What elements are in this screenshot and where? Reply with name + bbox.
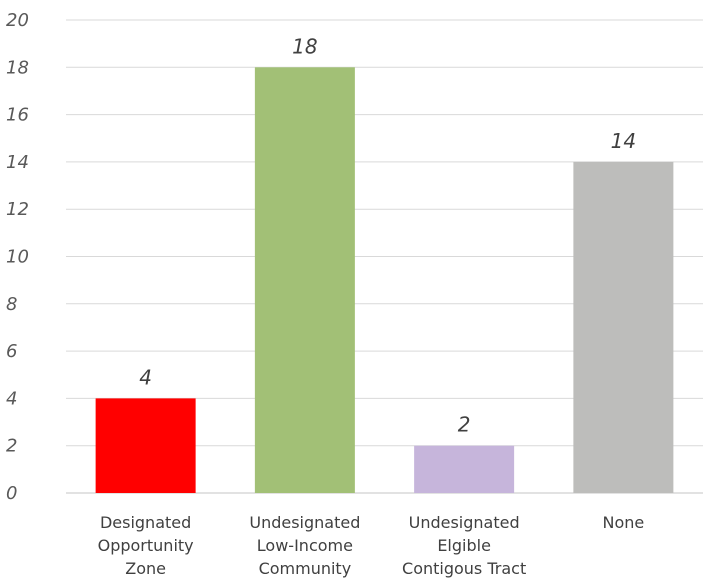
y-tick-label: 14 xyxy=(6,152,29,173)
x-tick-label: Low-Income xyxy=(257,536,353,555)
bars xyxy=(95,67,674,494)
y-tick-label: 0 xyxy=(6,483,17,504)
bar xyxy=(95,398,196,493)
bar xyxy=(414,445,515,493)
data-label: 14 xyxy=(611,129,636,153)
y-tick-label: 16 xyxy=(6,105,29,126)
y-tick-label: 2 xyxy=(6,436,17,457)
x-tick-label: Designated xyxy=(100,513,191,532)
data-label: 4 xyxy=(139,365,152,389)
y-tick-label: 18 xyxy=(6,57,29,78)
y-tick-label: 8 xyxy=(6,294,17,315)
y-tick-label: 12 xyxy=(6,199,29,220)
bar xyxy=(254,67,355,494)
x-tick-label: Zone xyxy=(125,559,166,578)
x-tick-label: Undesignated xyxy=(249,513,360,532)
y-tick-label: 6 xyxy=(6,341,17,362)
data-label: 18 xyxy=(292,34,317,58)
x-tick-label: None xyxy=(603,513,645,532)
x-axis-ticks: Designated Opportunity Zone Undesignated Low… xyxy=(98,513,645,578)
y-tick-label: 20 xyxy=(6,10,29,31)
x-tick-label: Undesignated xyxy=(409,513,520,532)
data-label: 2 xyxy=(458,413,471,437)
y-tick-label: 4 xyxy=(6,388,17,409)
x-tick-label: Community xyxy=(259,559,352,578)
x-tick-label: Elgible xyxy=(437,536,491,555)
data-labels: 4 18 2 14 xyxy=(139,34,636,436)
y-axis-ticks: 0 2 4 6 8 10 12 14 16 18 20 xyxy=(6,10,29,504)
bar xyxy=(573,161,674,493)
y-tick-label: 10 xyxy=(6,247,29,268)
x-tick-label: Opportunity xyxy=(98,536,194,555)
x-tick-label: Contigous Tract xyxy=(402,559,526,578)
